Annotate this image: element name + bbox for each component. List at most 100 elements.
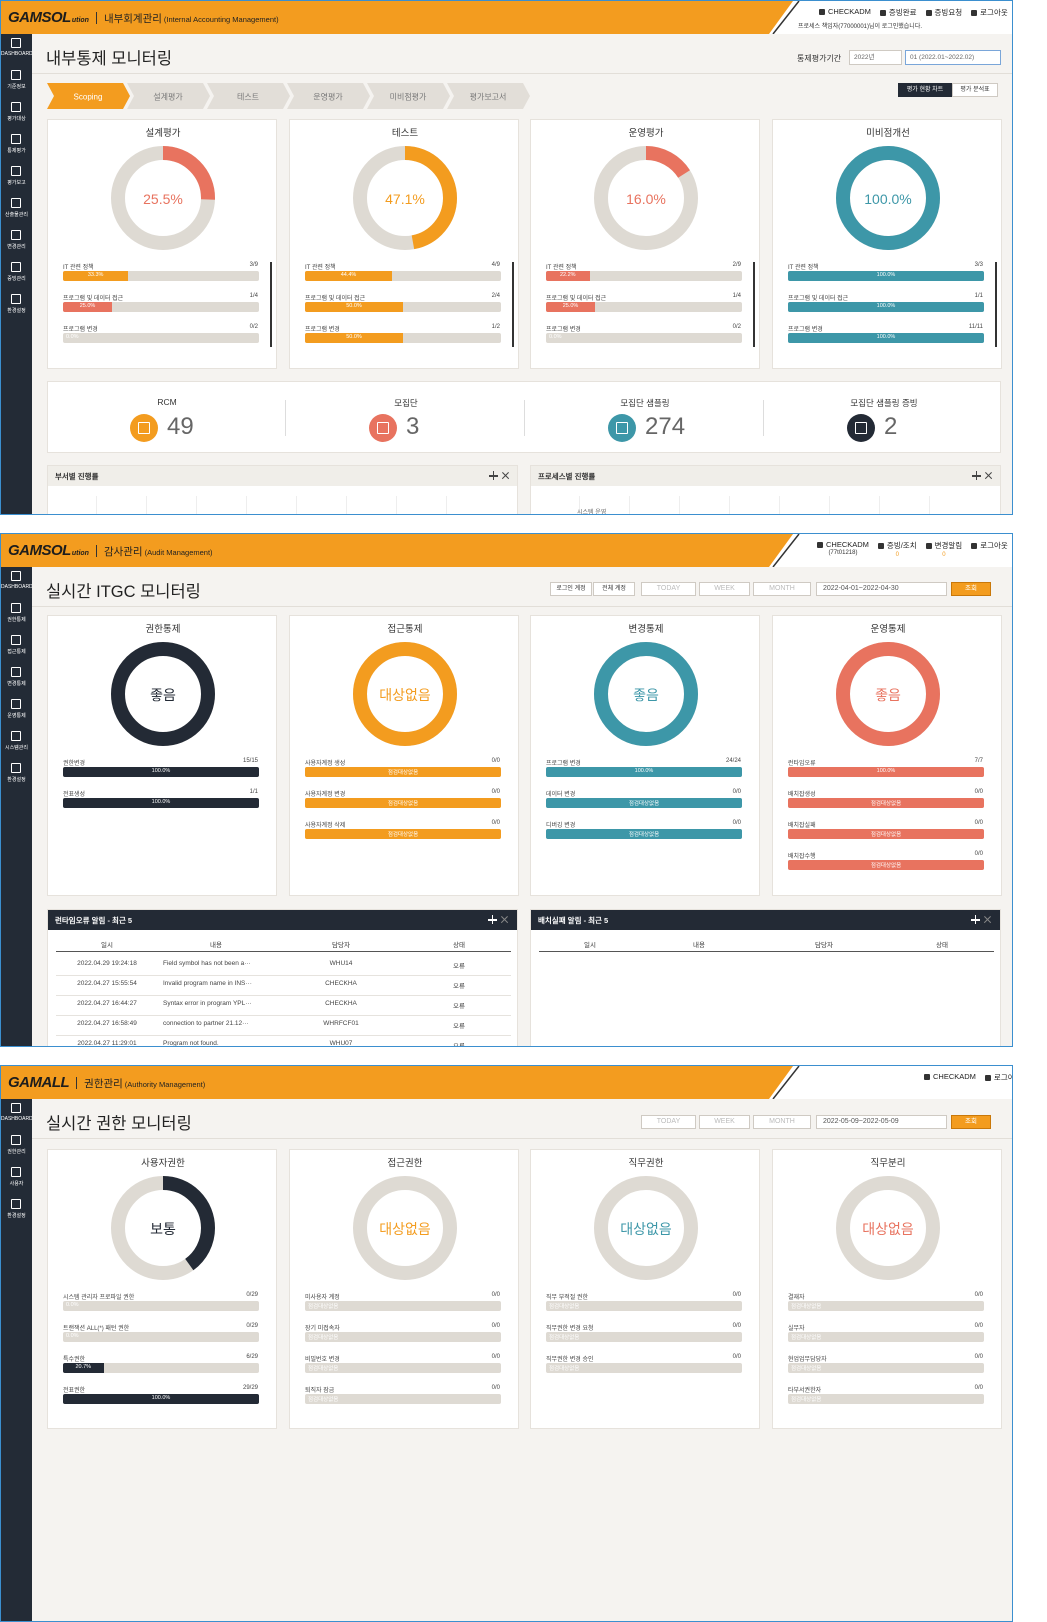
menu-item[interactable]: 증빙관리 <box>1 260 32 290</box>
row-count: 0/0 <box>974 820 983 826</box>
menu-item[interactable]: 산출물관리 <box>1 196 32 226</box>
progress-track: 100.0% <box>63 1394 259 1404</box>
header-item[interactable]: CHECKADM (77t01218) <box>817 540 869 558</box>
menu-item[interactable]: 통제평가 <box>1 132 32 162</box>
chart-grid <box>396 496 397 514</box>
date-range[interactable]: 2022-05-09~2022-05-09 <box>816 1115 947 1129</box>
menu-item[interactable]: 환경설정 <box>1 761 32 791</box>
progress-fill <box>546 302 595 312</box>
date-range[interactable]: 2022-04-01~2022-04-30 <box>816 582 947 596</box>
step[interactable]: 운영평가 <box>287 83 370 109</box>
search-button[interactable]: 조회 <box>951 582 991 596</box>
menu-item[interactable]: 기준정보 <box>1 68 32 98</box>
select[interactable]: 01 (2022.01~2022.02) <box>905 50 1001 65</box>
progress-fill <box>546 829 742 839</box>
range-button[interactable]: MONTH <box>753 582 811 596</box>
progress-track: 점검대상없음 <box>305 1363 501 1373</box>
header-label: 증빙요청 <box>934 8 963 17</box>
app-screen: GAMALL 권한관리 (Authority Management) CHECKADM… <box>0 1065 1013 1622</box>
header-item[interactable]: CHECKADM <box>924 1072 976 1083</box>
view-button[interactable]: 평가 분석표 <box>952 83 998 97</box>
donut-label: 25.5% <box>143 191 183 207</box>
header-label: 로그아웃 <box>980 541 1008 550</box>
menu-icon <box>11 667 21 677</box>
header-item[interactable]: 증빙요청 <box>925 7 963 18</box>
step[interactable]: Scoping <box>47 83 130 109</box>
range-button[interactable]: WEEK <box>699 1115 750 1129</box>
view-button[interactable]: 평가 현황 차트 <box>898 83 952 97</box>
progress-fill <box>788 767 984 777</box>
select[interactable]: 2022년 <box>849 50 902 65</box>
menu-item[interactable]: 평가보고 <box>1 164 32 194</box>
range-button[interactable]: TODAY <box>641 1115 696 1129</box>
search-button[interactable]: 조회 <box>951 1115 991 1129</box>
column-header: 내용 <box>210 942 222 949</box>
progress-track: 25.0% <box>546 302 742 312</box>
menu-icon <box>11 70 21 80</box>
header-item[interactable]: 로그아웃 <box>971 7 1008 18</box>
menu-item[interactable]: 환경설정 <box>1 1197 32 1227</box>
header-item[interactable]: 증빙/조치 0 <box>877 540 917 558</box>
menu-item[interactable]: 환경설정 <box>1 292 32 322</box>
row-name: 프로그램 및 데이터 접근 <box>788 296 849 302</box>
progress-label: 0.0% <box>66 334 79 340</box>
range-button[interactable]: MONTH <box>753 1115 811 1129</box>
module-name: 내부회계관리 <box>103 13 162 25</box>
menu-item[interactable]: 변경관리 <box>1 228 32 258</box>
menu-item[interactable]: 권한통제 <box>1 601 32 631</box>
menu-item[interactable]: 변경통제 <box>1 665 32 695</box>
row-name: IT 관련 정책 <box>788 265 819 271</box>
menu-item[interactable]: 시스템관리 <box>1 729 32 759</box>
stat-icon-glyph <box>377 422 389 434</box>
donut-label: 좋음 <box>150 687 176 703</box>
page-title: 실시간 ITGC 모니터링 <box>46 583 201 601</box>
step-label: 미비점평가 <box>390 92 427 102</box>
header-item[interactable]: 변경알림 0 <box>925 540 962 558</box>
menu-item[interactable]: DASHBOARD <box>1 1101 32 1131</box>
header-item[interactable]: CHECKADM <box>819 7 871 18</box>
header-links: CHECKADM 로그아웃 <box>924 1072 1012 1083</box>
step[interactable]: 미비점평가 <box>367 83 450 109</box>
range-button[interactable]: WEEK <box>699 582 750 596</box>
range-button[interactable]: TODAY <box>641 582 696 596</box>
toggle-button[interactable]: 로그인 계정 <box>550 582 592 596</box>
header-links: CHECKADM (77t01218) 증빙/조치 0 변경알림 0 로그아웃 <box>817 540 1008 558</box>
progress-label: 점검대상없음 <box>628 801 660 807</box>
header-item[interactable]: 증빙완료 <box>879 7 917 18</box>
row-count: 1/1 <box>974 293 983 299</box>
progress-track: 점검대상없음 <box>305 1332 501 1342</box>
header-item[interactable]: 로그아웃 <box>984 1072 1012 1083</box>
progress-panel: 프로세스별 진행률 시스템 운영 <box>530 465 1001 514</box>
row-count: 0/0 <box>732 1354 741 1360</box>
card-title: 권한통제 <box>145 624 181 635</box>
table-title: 배치실패 알림 - 최근 5 <box>538 916 609 925</box>
progress-label: 점검대상없음 <box>870 863 902 869</box>
header-item[interactable]: 로그아웃 <box>971 540 1008 558</box>
menu-item[interactable]: 사용자 <box>1 1165 32 1195</box>
step[interactable]: 평가보고서 <box>447 83 530 109</box>
progress-label: 점검대상없음 <box>791 1397 822 1403</box>
menu-item[interactable]: 운영통제 <box>1 697 32 727</box>
progress-fill <box>305 798 501 808</box>
row-name: 결재자 <box>788 1295 805 1301</box>
menu-label: 통제평가 <box>7 148 26 154</box>
header-fill <box>1 534 793 567</box>
menu-item[interactable]: 평가대상 <box>1 100 32 130</box>
menu-item[interactable]: 접근통제 <box>1 633 32 663</box>
donut: 좋음 <box>836 642 940 746</box>
menu-item[interactable]: DASHBOARD <box>1 36 32 66</box>
toggle-button[interactable]: 전체 계정 <box>593 582 635 596</box>
progress-fill <box>788 798 984 808</box>
donut-label: 16.0% <box>626 191 666 207</box>
progress-track: 점검대상없음 <box>305 1301 501 1311</box>
chart-grid <box>96 496 97 514</box>
table-cell: 2022.04.29 19:24:18 <box>77 960 137 967</box>
progress-fill <box>788 860 984 870</box>
header-slash <box>772 534 800 567</box>
page-title: 내부통제 모니터링 <box>46 50 173 68</box>
step[interactable]: 테스트 <box>207 83 290 109</box>
step[interactable]: 설계평가 <box>127 83 210 109</box>
menu-item[interactable]: 권한관리 <box>1 1133 32 1163</box>
progress-fill <box>63 798 259 808</box>
menu-item[interactable]: DASHBOARD <box>1 569 32 599</box>
